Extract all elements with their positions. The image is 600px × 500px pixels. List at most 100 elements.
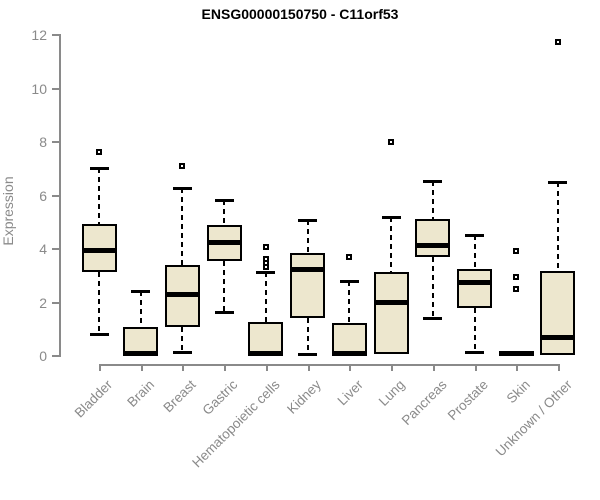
lower-whisker-cap-kidney [298,352,318,356]
median-lung [373,300,409,306]
upper-whisker-cap-hematopoietic-cells [256,271,276,275]
outlier-liver [346,254,353,261]
median-skin [498,351,534,357]
upper-whisker-cap-bladder [89,166,109,170]
lower-whisker-cap-gastric [214,311,234,315]
y-axis-tick [52,87,59,90]
box-pancreas [415,218,451,258]
y-axis-tick [52,301,59,304]
outlier-bladder [96,148,102,155]
y-axis-tick [52,248,59,250]
y-tick-label: 10 [31,80,47,97]
outlier-unknown-other [554,39,561,46]
upper-whisker-cap-lung [381,216,401,220]
x-axis-tick [99,364,101,371]
outlier-skin [513,286,520,293]
y-tick-label: 8 [39,134,47,150]
lower-whisker-breast [181,326,184,353]
upper-whisker-lung [390,217,393,273]
median-liver [331,351,367,357]
upper-whisker-kidney [306,219,309,254]
upper-whisker-cap-prostate [465,233,485,237]
outlier-hematopoietic-cells [262,243,269,250]
box-lung [373,272,409,354]
median-bladder [81,248,117,254]
x-tick-label-kidney: Kidney [284,377,325,417]
median-unknown-other [540,335,576,341]
y-tick-label: 6 [39,187,47,204]
box-liver [331,322,367,355]
outlier-hematopoietic-cells [262,255,269,262]
median-gastric [206,240,242,246]
x-tick-label-brain: Brain [124,377,158,410]
y-axis-tick [52,194,59,197]
lower-whisker-cap-pancreas [423,316,443,320]
x-tick-label-pancreas: Pancreas [398,377,450,428]
x-tick-label-breast: Breast [160,377,200,416]
lower-whisker-kidney [306,317,309,354]
outlier-skin [513,247,520,254]
x-axis-line [99,364,560,366]
upper-whisker-pancreas [431,181,434,219]
y-tick-label: 12 [31,27,47,43]
upper-whisker-cap-kidney [298,218,318,222]
x-axis-tick [224,364,227,371]
x-tick-label-gastric: Gastric [199,377,241,418]
y-axis-title: Expression [0,176,16,246]
y-axis-tick [52,141,59,143]
box-prostate [457,269,493,309]
chart-title: ENSG00000150750 - C11orf53 [201,6,399,22]
upper-whisker-brain [139,290,142,327]
upper-whisker-bladder [98,167,100,224]
median-pancreas [415,242,451,248]
upper-whisker-cap-liver [339,280,359,284]
upper-whisker-cap-gastric [214,198,234,202]
median-prostate [457,280,493,286]
x-axis-tick [265,364,268,371]
x-axis-tick [182,364,185,371]
x-axis-tick [349,364,352,371]
box-hematopoietic-cells [248,321,284,355]
upper-whisker-cap-pancreas [423,180,443,184]
median-brain [123,351,159,357]
x-tick-label-bladder: Bladder [72,377,116,421]
x-axis-tick [474,364,477,371]
x-axis-tick [557,364,560,371]
x-axis-tick [307,364,310,371]
upper-whisker-breast [181,187,184,266]
x-tick-label-prostate: Prostate [444,377,492,424]
x-axis-tick [516,364,519,371]
upper-whisker-cap-unknown-other [548,181,568,185]
y-axis-tick [52,355,59,357]
outlier-skin [513,274,520,281]
x-axis-tick [140,364,143,371]
box-unknown-other [540,270,576,355]
lower-whisker-gastric [223,261,226,313]
upper-whisker-prostate [473,234,476,270]
x-tick-label-skin: Skin [503,377,533,407]
upper-whisker-cap-brain [131,289,151,293]
y-tick-label: 0 [39,348,47,364]
upper-whisker-hematopoietic-cells [264,272,267,322]
x-axis-tick [391,364,394,371]
lower-whisker-cap-prostate [465,351,485,355]
lower-whisker-bladder [98,272,100,334]
median-hematopoietic-cells [248,351,284,357]
x-tick-label-lung: Lung [375,377,408,409]
x-tick-label-liver: Liver [334,377,366,409]
lower-whisker-prostate [473,308,476,353]
lower-whisker-cap-bladder [89,332,109,336]
y-tick-label: 2 [39,294,47,311]
outlier-lung [388,139,395,146]
x-tick-label-unknown-other: Unknown / Other [492,377,575,460]
box-bladder [81,223,117,273]
y-axis-line [59,34,61,357]
upper-whisker-unknown-other [556,182,559,271]
y-tick-label: 4 [39,241,47,257]
lower-whisker-cap-breast [172,351,192,355]
upper-whisker-gastric [223,199,226,226]
x-axis-tick [432,364,435,371]
upper-whisker-cap-breast [172,186,192,190]
outlier-breast [179,163,186,170]
